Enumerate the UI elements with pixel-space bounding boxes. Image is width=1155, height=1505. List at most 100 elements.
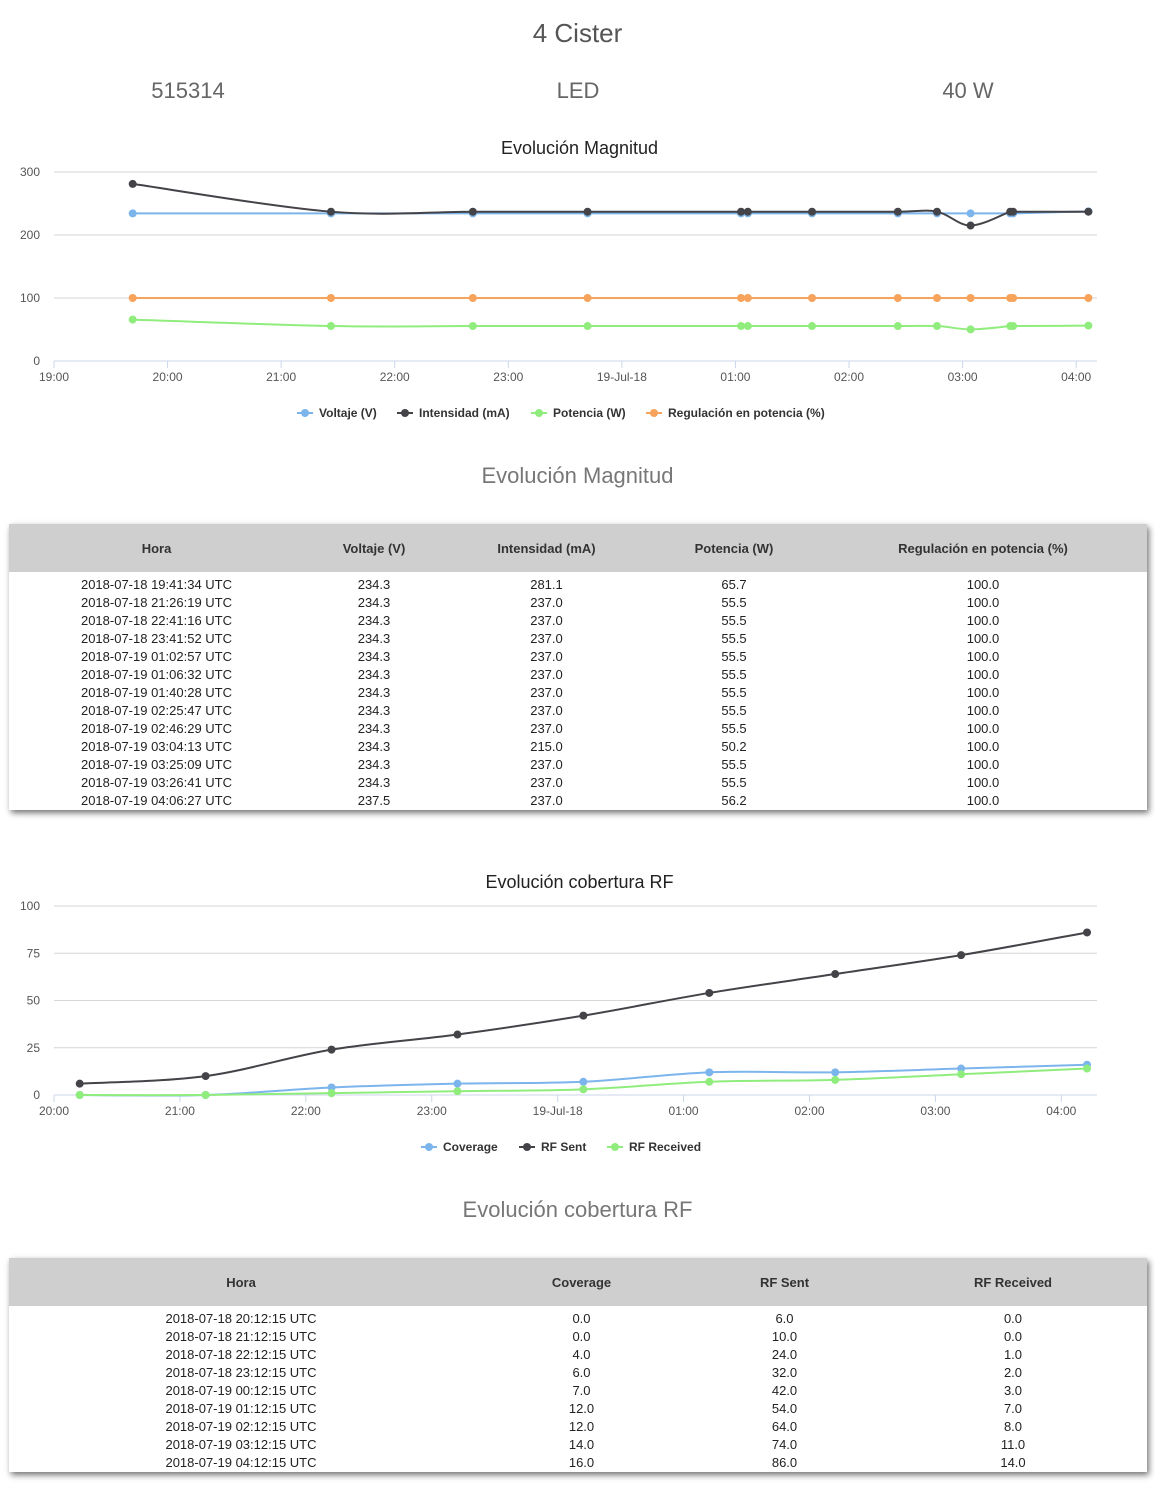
rf-cell: 16.0 xyxy=(568,1455,595,1470)
x-tick-label: 19:00 xyxy=(39,370,69,384)
magnitude-cell: 234.3 xyxy=(357,721,391,736)
series-line xyxy=(79,931,1088,1085)
magnitude-cell: 237.0 xyxy=(530,721,563,736)
rf-cell: 7.0 xyxy=(1003,1401,1023,1416)
table-row: 2018-07-19 02:25:47 UTC 234.3 237.0 55.5 100… xyxy=(9,702,1147,720)
magnitude-cell: 55.5 xyxy=(721,613,747,628)
magnitude-cell: 237.0 xyxy=(530,595,563,610)
legend-marker xyxy=(650,409,658,417)
magnitude-cell: 100.0 xyxy=(966,631,1000,646)
magnitude-cell: 100.0 xyxy=(966,775,1000,790)
magnitude-header-cell: Intensidad (mA) xyxy=(497,540,596,556)
legend-marker xyxy=(301,409,309,417)
data-point xyxy=(966,325,975,334)
data-point xyxy=(743,322,752,331)
data-point xyxy=(201,1091,210,1099)
magnitude-cell: 2018-07-18 23:41:52 UTC xyxy=(80,631,233,646)
rf-header-cell: Hora xyxy=(226,1274,256,1290)
magnitude-cell: 55.5 xyxy=(721,685,747,700)
rf-cell: 10.0 xyxy=(771,1329,798,1344)
y-tick-label: 200 xyxy=(20,228,40,242)
magnitude-cell: 100.0 xyxy=(966,595,1000,610)
magnitude-cell: 2018-07-19 02:25:47 UTC xyxy=(80,703,233,718)
legend-label: Coverage xyxy=(443,1140,498,1154)
data-point xyxy=(326,207,335,216)
data-point xyxy=(831,970,840,979)
rf-cell: 1.0 xyxy=(1003,1347,1023,1362)
data-point xyxy=(933,294,942,302)
data-point xyxy=(1009,294,1018,302)
data-point xyxy=(128,209,137,218)
rf-table: Hora Coverage RF Sent RF Received 2018-07-1… xyxy=(9,1258,1147,1472)
magnitude-cell: 2018-07-18 21:26:19 UTC xyxy=(80,595,233,610)
magnitude-cell: 100.0 xyxy=(966,739,1000,754)
data-point xyxy=(326,322,335,331)
rf-cell: 0.0 xyxy=(1003,1329,1023,1344)
magnitude-table: Hora Voltaje (V) Intensidad (mA) Potencia (… xyxy=(9,524,1147,810)
data-point xyxy=(453,1030,462,1039)
data-point xyxy=(831,1068,840,1077)
rf-cell: 12.0 xyxy=(568,1401,595,1416)
rf-cell: 32.0 xyxy=(771,1365,798,1380)
table-row: 2018-07-19 02:12:15 UTC 12.0 64.0 8.0 xyxy=(9,1418,1147,1436)
magnitude-cell: 2018-07-19 03:25:09 UTC xyxy=(80,757,233,772)
data-point xyxy=(737,207,746,216)
data-point xyxy=(1083,1064,1092,1073)
rf-cell: 2018-07-18 23:12:15 UTC xyxy=(165,1365,317,1380)
data-point xyxy=(579,1085,588,1094)
legend-label: Potencia (W) xyxy=(553,406,626,420)
data-point xyxy=(705,1077,714,1086)
data-point xyxy=(327,1045,336,1054)
magnitude-cell: 237.0 xyxy=(530,793,563,808)
data-point xyxy=(1009,322,1018,331)
magnitude-cell: 55.5 xyxy=(721,595,747,610)
x-tick-label: 22:00 xyxy=(291,1104,321,1118)
x-tick-label: 19-Jul-18 xyxy=(533,1104,583,1118)
magnitude-cell: 237.0 xyxy=(530,775,563,790)
data-point xyxy=(327,1089,336,1098)
page-title: 4 Cister xyxy=(532,18,623,48)
rf-cell: 12.0 xyxy=(568,1419,595,1434)
magnitude-cell: 237.5 xyxy=(357,793,391,808)
magnitude-chart: Evolución Magnitud 0 100 200 300 19:00 20:00 21… xyxy=(20,138,1097,420)
data-point xyxy=(453,1087,462,1096)
device-id: 515314 xyxy=(151,78,225,103)
x-tick-label: 23:00 xyxy=(417,1104,447,1118)
data-point xyxy=(831,1075,840,1084)
magnitude-cell: 55.5 xyxy=(721,775,747,790)
data-point xyxy=(808,207,817,216)
rf-cell: 0.0 xyxy=(572,1311,591,1326)
magnitude-cell: 55.5 xyxy=(721,721,747,736)
table-row: 2018-07-18 19:41:34 UTC 234.3 281.1 65.7 100… xyxy=(9,572,1147,594)
data-point xyxy=(327,1083,336,1092)
magnitude-cell: 237.0 xyxy=(530,757,563,772)
data-point xyxy=(468,207,477,216)
data-point xyxy=(128,294,137,302)
x-tick-label: 19-Jul-18 xyxy=(597,370,647,384)
table-row: 2018-07-18 21:12:15 UTC 0.0 10.0 0.0 xyxy=(9,1328,1147,1346)
y-tick-label: 25 xyxy=(27,1041,41,1055)
magnitude-cell: 55.5 xyxy=(721,703,747,718)
legend-label: RF Received xyxy=(629,1140,701,1154)
y-tick-label: 75 xyxy=(27,946,41,960)
data-point xyxy=(583,322,592,331)
magnitude-cell: 2018-07-19 03:26:41 UTC xyxy=(80,775,233,790)
x-tick-label: 01:00 xyxy=(720,370,750,384)
magnitude-cell: 234.3 xyxy=(357,757,391,772)
rf-header-cell: Coverage xyxy=(551,1274,612,1290)
data-point xyxy=(705,1068,714,1077)
x-tick-label: 04:00 xyxy=(1061,370,1091,384)
magnitude-cell: 100.0 xyxy=(966,757,1000,772)
table-row: 2018-07-18 21:26:19 UTC 234.3 237.0 55.5 100… xyxy=(9,594,1147,612)
rf-cell: 2018-07-18 21:12:15 UTC xyxy=(165,1329,317,1344)
magnitude-cell: 2018-07-19 01:02:57 UTC xyxy=(80,649,233,664)
chart-title: Evolución cobertura RF xyxy=(485,872,673,892)
magnitude-cell: 234.3 xyxy=(357,775,391,790)
table-row: 2018-07-19 03:04:13 UTC 234.3 215.0 50.2 100… xyxy=(9,738,1147,756)
rf-cell: 2018-07-19 01:12:15 UTC xyxy=(165,1401,317,1416)
magnitude-cell: 237.0 xyxy=(530,649,563,664)
rf-cell: 2018-07-19 02:12:15 UTC xyxy=(165,1419,317,1434)
magnitude-cell: 2018-07-18 19:41:34 UTC xyxy=(80,577,233,592)
magnitude-cell: 234.3 xyxy=(357,613,391,628)
data-point xyxy=(893,294,902,302)
